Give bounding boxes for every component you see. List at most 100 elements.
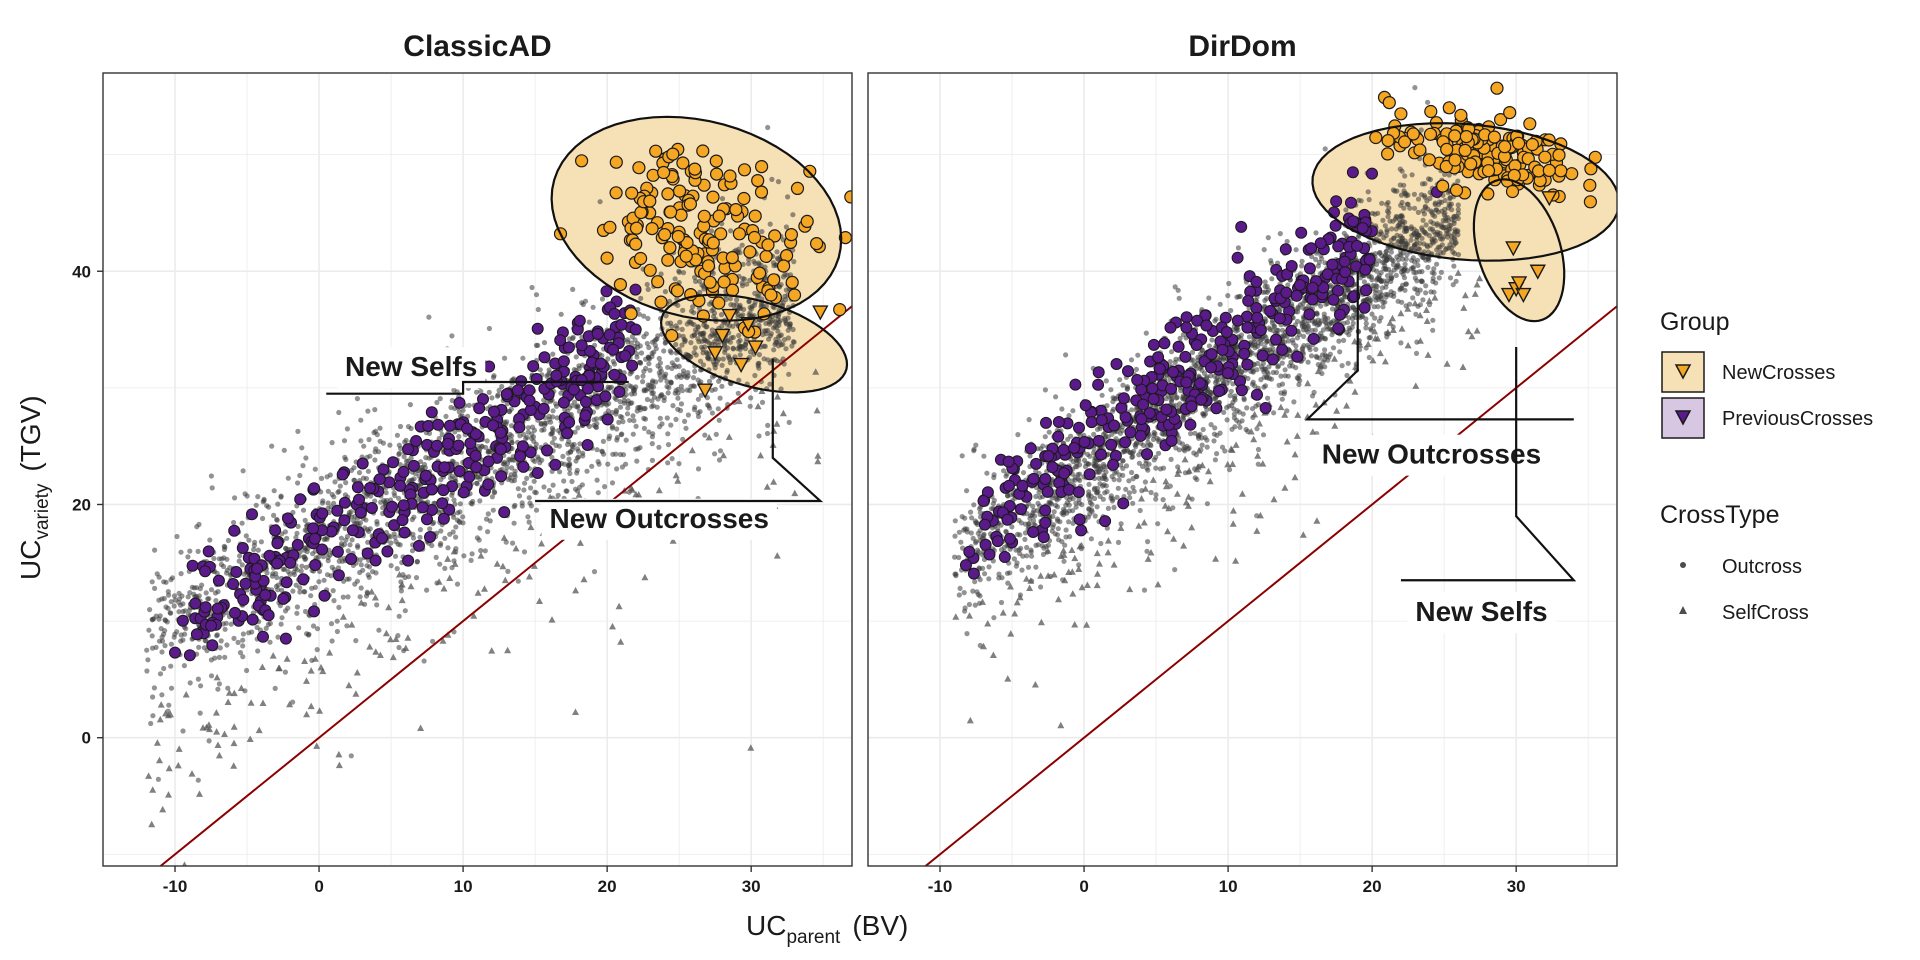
outcross-point: [490, 374, 497, 380]
selfcross-point: [470, 612, 478, 619]
outcross-point: [665, 364, 671, 370]
outcross-point: [1255, 461, 1261, 467]
outcross-point: [529, 284, 535, 291]
outcross-point: [657, 424, 663, 430]
selfcross-point: [398, 581, 406, 588]
outcross-point: [144, 668, 150, 674]
outcross-point: [298, 568, 304, 574]
previous-cross-point: [246, 508, 258, 521]
outcross-point: [1430, 275, 1436, 281]
new-outcross-point: [729, 203, 743, 217]
outcross-point: [159, 692, 165, 698]
outcross-point: [374, 602, 380, 608]
selfcross-point: [674, 477, 682, 484]
outcross-point: [1063, 527, 1069, 533]
outcross-point: [484, 438, 490, 444]
outcross-point: [780, 300, 786, 306]
outcross-point: [570, 334, 576, 340]
outcross-point: [149, 633, 155, 639]
outcross-point: [624, 411, 631, 417]
outcross-point: [512, 502, 518, 508]
outcross-point: [337, 483, 343, 489]
outcross-point: [149, 617, 155, 623]
outcross-point: [1160, 497, 1166, 503]
previous-cross-point: [601, 413, 614, 426]
outcross-point: [785, 327, 791, 333]
previous-cross-point: [573, 314, 586, 327]
outcross-point: [282, 529, 288, 535]
outcross-point: [149, 579, 155, 585]
outcross-point: [591, 569, 598, 575]
outcross-point: [246, 537, 252, 543]
outcross-point: [594, 447, 600, 453]
outcross-point: [278, 493, 284, 499]
outcross-point: [196, 644, 202, 650]
y-tick-label: 40: [72, 262, 91, 281]
outcross-point: [168, 685, 175, 691]
outcross-point: [1429, 270, 1435, 276]
outcross-point: [665, 431, 671, 437]
outcross-point: [153, 644, 159, 651]
outcross-point: [691, 322, 697, 328]
outcross-point: [1393, 272, 1399, 278]
outcross-point: [1173, 356, 1179, 362]
outcross-point: [1194, 476, 1200, 483]
selfcross-point: [212, 709, 220, 716]
outcross-point: [392, 553, 399, 559]
outcross-point: [765, 124, 771, 131]
outcross-point: [690, 304, 696, 310]
selfcross-point: [474, 589, 482, 596]
new-self-point: [696, 383, 714, 399]
previous-cross-point: [397, 499, 410, 512]
outcross-point: [982, 571, 988, 577]
selfcross-point: [688, 446, 696, 454]
outcross-point: [625, 405, 631, 411]
previous-cross-point: [514, 450, 527, 463]
outcross-point: [522, 480, 528, 486]
outcross-point: [506, 456, 512, 462]
outcross-point: [433, 554, 439, 561]
outcross-point: [1130, 484, 1136, 490]
outcross-point: [759, 399, 766, 405]
outcross-point: [586, 319, 592, 325]
outcross-point: [357, 569, 363, 576]
outcross-point: [537, 367, 543, 373]
outcross-point: [194, 585, 200, 591]
outcross-point: [295, 428, 301, 434]
outcross-point: [742, 342, 748, 348]
outcross-point: [697, 358, 704, 364]
outcross-point: [586, 423, 593, 429]
outcross-point: [1271, 410, 1277, 416]
outcross-point: [264, 570, 270, 576]
outcross-point: [1453, 278, 1459, 284]
outcross-point: [649, 404, 655, 410]
outcross-point: [223, 620, 229, 626]
outcross-point: [1290, 337, 1296, 343]
outcross-point: [271, 512, 277, 519]
annotation-1: New Outcrosses: [535, 358, 824, 540]
previous-cross-point: [338, 514, 351, 527]
outcross-point: [577, 484, 583, 490]
outcross-point: [593, 424, 600, 431]
outcross-point: [638, 350, 645, 356]
selfcross-point: [230, 762, 238, 769]
outcross-point: [785, 335, 792, 341]
previous-cross-point: [524, 446, 537, 459]
outcross-point: [649, 353, 655, 360]
outcross-point: [331, 598, 337, 604]
previous-cross-point: [523, 394, 536, 407]
outcross-point: [335, 565, 341, 571]
outcross-point: [727, 356, 733, 363]
outcross-point: [572, 429, 578, 435]
previous-cross-point: [416, 501, 429, 514]
outcross-point: [649, 457, 656, 463]
selfcross-point: [763, 483, 771, 490]
outcross-point: [647, 382, 653, 388]
outcross-point: [601, 451, 607, 457]
selfcross-point: [353, 669, 361, 676]
outcross-point: [708, 228, 715, 234]
outcross-point: [448, 475, 454, 481]
selfcross-point: [609, 622, 616, 630]
outcross-point: [684, 321, 690, 327]
outcross-point: [445, 545, 451, 551]
